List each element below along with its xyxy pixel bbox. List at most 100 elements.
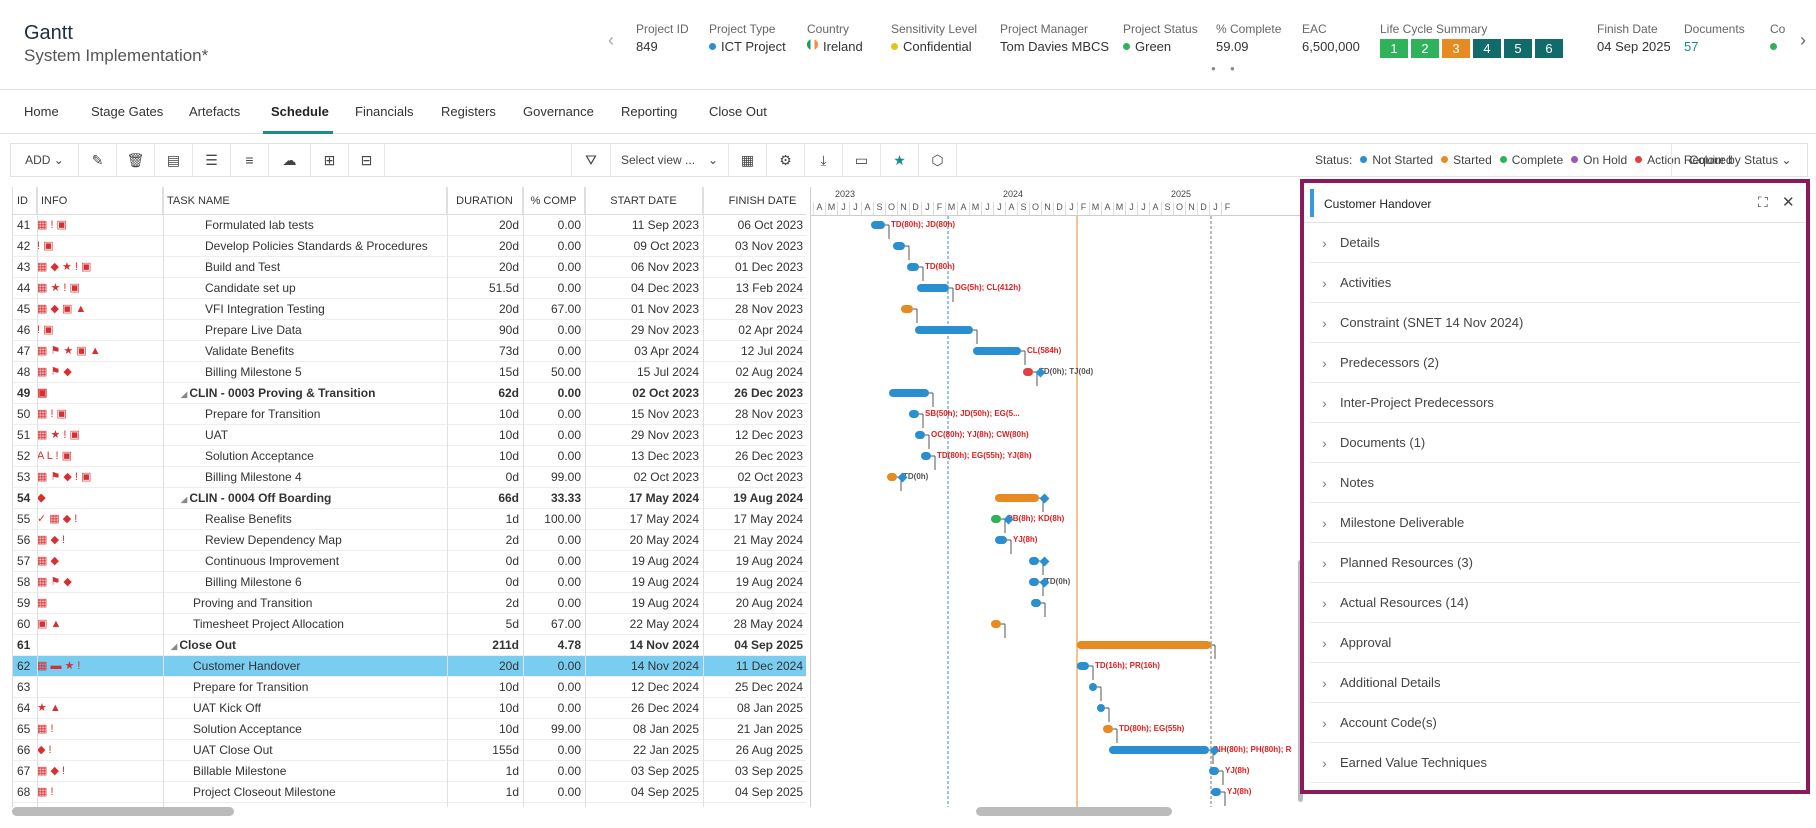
row-info-icons[interactable]: ★ ▲ [37, 698, 165, 719]
task-name[interactable]: UAT Kick Off [163, 698, 447, 719]
download-icon[interactable]: ⤓ [805, 144, 843, 176]
column-header--comp[interactable]: % COMP [523, 187, 585, 215]
task-name[interactable]: Formulated lab tests [163, 215, 447, 236]
task-name[interactable]: Prepare for Transition [163, 677, 447, 698]
gantt-task-bar[interactable] [991, 515, 1001, 523]
column-header-info[interactable]: INFO [37, 187, 163, 215]
clipboard-icon[interactable]: ▤ [155, 144, 193, 176]
row-info-icons[interactable]: ▦ ◆ [37, 551, 165, 572]
table-row[interactable]: 45 ▦ ◆ ▣ ▲ VFI Integration Testing 20d 67.00… [13, 299, 806, 320]
panel-section-activities[interactable]: › Activities [1310, 263, 1800, 303]
column-header-duration[interactable]: DURATION [447, 187, 523, 215]
gantt-task-bar[interactable] [1209, 767, 1219, 775]
task-name[interactable]: Billing Milestone 4 [163, 467, 447, 488]
gantt-task-bar[interactable] [1029, 578, 1039, 586]
panel-section-inter-project-predecessors[interactable]: › Inter-Project Predecessors [1310, 383, 1800, 423]
gantt-task-bar[interactable] [1089, 683, 1097, 691]
panel-section-milestone-deliverable[interactable]: › Milestone Deliverable [1310, 503, 1800, 543]
collapse-all-icon[interactable]: ⊟ [349, 144, 385, 176]
task-name[interactable]: ◢ CLIN - 0004 Off Boarding [163, 488, 447, 509]
panel-section-documents-1[interactable]: › Documents (1) [1310, 423, 1800, 463]
row-info-icons[interactable]: ▣ ▲ [37, 614, 165, 635]
lifecycle-stage[interactable]: 5 [1504, 39, 1532, 58]
grid-scrollbar[interactable] [12, 807, 234, 816]
panel-section-earned-value-techniques[interactable]: › Earned Value Techniques [1310, 743, 1800, 783]
task-name[interactable]: Proving and Transition [163, 593, 447, 614]
row-info-icons[interactable]: ▦ ★ ! ▣ [37, 278, 165, 299]
task-name[interactable]: Review Dependency Map [163, 530, 447, 551]
lifecycle-stage[interactable]: 2 [1411, 39, 1439, 58]
table-row[interactable]: 57 ▦ ◆ Continuous Improvement 0d 0.00 19 Aug … [13, 551, 806, 572]
table-row[interactable]: 49 ▣ ◢ CLIN - 0003 Proving & Transition 62d… [13, 383, 806, 404]
task-name[interactable]: Billing Milestone 6 [163, 572, 447, 593]
task-name[interactable]: Solution Acceptance [163, 719, 447, 740]
favourite-star-icon[interactable]: ★ [881, 144, 919, 176]
gantt-task-bar[interactable] [991, 620, 1001, 628]
gantt-task-bar[interactable] [921, 452, 931, 460]
task-name[interactable]: Solution Acceptance [163, 446, 447, 467]
row-info-icons[interactable]: ▦ ◆ ! [37, 530, 165, 551]
tab-schedule[interactable]: Schedule [271, 104, 329, 119]
add-button[interactable]: ADD ⌄ [11, 144, 79, 176]
gantt-task-bar[interactable] [917, 284, 949, 292]
gantt-task-bar[interactable] [1023, 368, 1033, 376]
gantt-scrollbar[interactable] [976, 807, 1172, 816]
outdent-icon[interactable]: ≡ [231, 144, 269, 176]
table-row[interactable]: 60 ▣ ▲ Timesheet Project Allocation 5d 67.00… [13, 614, 806, 635]
row-info-icons[interactable]: ▦ ◆ ★ ! ▣ [37, 257, 165, 278]
row-info-icons[interactable] [37, 635, 165, 656]
row-info-icons[interactable]: ✓ ▦ ◆ ! [37, 509, 165, 530]
panel-section-details[interactable]: › Details [1310, 223, 1800, 263]
table-row[interactable]: 54 ◆ ◢ CLIN - 0004 Off Boarding 66d 33.33 17 … [13, 488, 806, 509]
task-name[interactable]: Billing Milestone 5 [163, 362, 447, 383]
task-name[interactable]: Billable Milestone [163, 761, 447, 782]
filter-icon[interactable]: ⛛ [571, 144, 611, 176]
panel-section-constraint-snet-14-nov-2024[interactable]: › Constraint (SNET 14 Nov 2024) [1310, 303, 1800, 343]
row-info-icons[interactable]: ▦ ⚑ ◆ [37, 362, 165, 383]
row-info-icons[interactable]: A L ! ▣ [37, 446, 165, 467]
row-info-icons[interactable]: ▣ [37, 383, 165, 404]
row-info-icons[interactable]: ▦ ⚑ ◆ [37, 572, 165, 593]
gantt-task-bar[interactable] [1077, 662, 1089, 670]
gantt-task-bar[interactable] [909, 410, 919, 418]
table-row[interactable]: 59 ▦ Proving and Transition 2d 0.00 19 Aug 20… [13, 593, 806, 614]
tab-artefacts[interactable]: Artefacts [189, 104, 241, 119]
task-name[interactable]: Develop Policies Standards & Procedures [163, 236, 447, 257]
table-row[interactable]: 62 ▦ ▬ ★ ! Customer Handover 20d 0.00 14 Nov … [13, 656, 806, 677]
chevron-left-icon[interactable]: ‹ [608, 30, 614, 50]
row-info-icons[interactable] [37, 677, 165, 698]
gantt-task-bar[interactable] [915, 326, 973, 334]
gantt-task-bar[interactable] [889, 389, 929, 397]
gantt-task-bar[interactable] [1097, 704, 1105, 712]
gantt-task-bar[interactable] [1029, 557, 1039, 565]
row-info-icons[interactable]: ▦ ! [37, 782, 165, 803]
row-info-icons[interactable]: ▦ ⚑ ◆ ! ▣ [37, 467, 165, 488]
tab-governance[interactable]: Governance [523, 104, 594, 119]
gantt-task-bar[interactable] [915, 431, 925, 439]
layers-icon[interactable]: ⬡ [919, 144, 957, 176]
comment-icon[interactable]: ▭ [843, 144, 881, 176]
expand-all-icon[interactable]: ⊞ [311, 144, 349, 176]
task-name[interactable]: Timesheet Project Allocation [163, 614, 447, 635]
table-row[interactable]: 56 ▦ ◆ ! Review Dependency Map 2d 0.00 20 May… [13, 530, 806, 551]
gantt-task-bar[interactable] [1103, 725, 1113, 733]
collapse-icon[interactable]: ◢ [171, 642, 180, 651]
table-row[interactable]: 55 ✓ ▦ ◆ ! Realise Benefits 1d 100.00 17 May … [13, 509, 806, 530]
panel-section-actual-resources-14[interactable]: › Actual Resources (14) [1310, 583, 1800, 623]
gantt-task-bar[interactable] [995, 494, 1039, 502]
task-name[interactable]: ◢ Close Out [163, 635, 447, 656]
panel-section-approval[interactable]: › Approval [1310, 623, 1800, 663]
gantt-task-bar[interactable] [1031, 599, 1041, 607]
row-info-icons[interactable]: ▦ ★ ! ▣ [37, 425, 165, 446]
task-name[interactable]: Prepare for Transition [163, 404, 447, 425]
indent-icon[interactable]: ☰ [193, 144, 231, 176]
panel-section-additional-details[interactable]: › Additional Details [1310, 663, 1800, 703]
gantt-task-bar[interactable] [973, 347, 1021, 355]
table-row[interactable]: 48 ▦ ⚑ ◆ Billing Milestone 5 15d 50.00 15 Jul… [13, 362, 806, 383]
tab-close-out[interactable]: Close Out [709, 104, 767, 119]
table-row[interactable]: 67 ▦ ◆ ! Billable Milestone 1d 0.00 03 Sep 20… [13, 761, 806, 782]
task-name[interactable]: Continuous Improvement [163, 551, 447, 572]
table-row[interactable]: 47 ▦ ⚑ ★ ▣ ▲ Validate Benefits 73d 0.00 03 Ap… [13, 341, 806, 362]
table-row[interactable]: 46 ! ▣ Prepare Live Data 90d 0.00 29 Nov 2023… [13, 320, 806, 341]
delete-icon[interactable]: 🗑 [117, 144, 155, 176]
